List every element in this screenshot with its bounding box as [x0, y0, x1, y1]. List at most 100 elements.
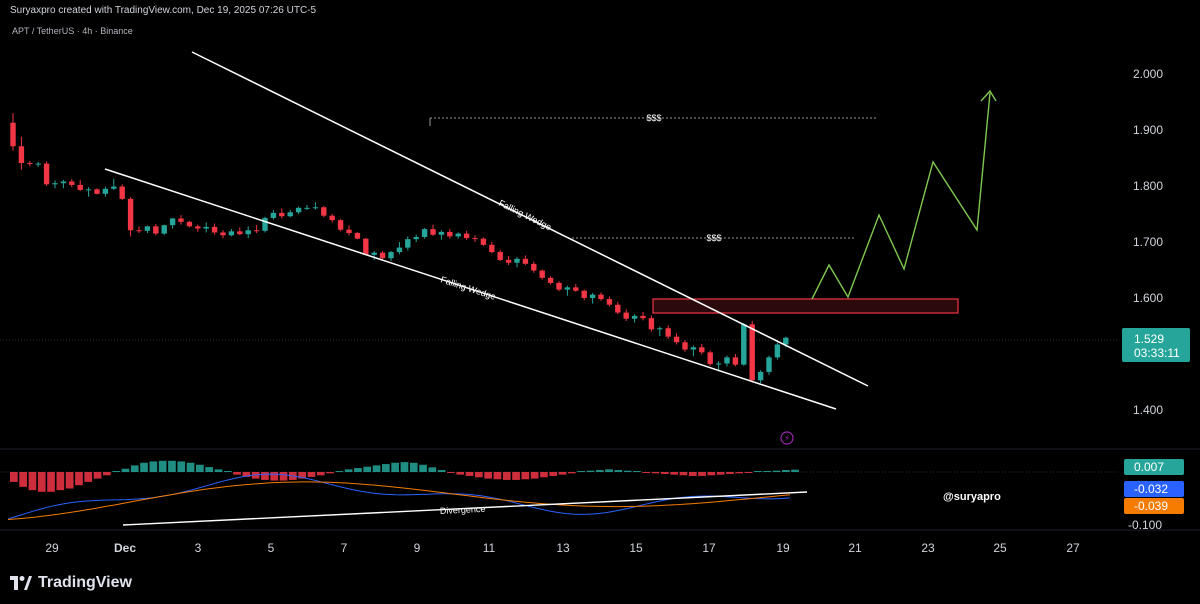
tradingview-logo-icon: [10, 576, 32, 590]
projection-arrowhead: [980, 89, 997, 102]
wedge-upper-label: Falling Wedge: [497, 198, 553, 232]
signal-value: -0.039: [1134, 499, 1168, 513]
candle-body: [287, 212, 293, 217]
candle-body: [203, 226, 209, 229]
histogram-bar: [614, 470, 623, 472]
wedge-upper-trendline[interactable]: [191, 51, 869, 387]
histogram-bar: [447, 472, 455, 473]
histogram-bar: [354, 468, 362, 472]
histogram-bar: [168, 460, 176, 472]
histogram-bar: [465, 472, 474, 476]
candle-body: [262, 217, 268, 231]
histogram-bar: [400, 462, 409, 472]
symbol-label[interactable]: APT / TetherUS · 4h · Binance: [12, 26, 133, 36]
histogram-bar: [670, 472, 678, 475]
price-chart[interactable]: Falling Wedge Falling Wedge $$$ $$$ ⚡ Di…: [0, 0, 1200, 562]
price-axis[interactable]: 2.000 1.900 1.800 1.700 1.600 1.400 -0.1…: [1128, 67, 1163, 532]
histogram-bar: [344, 469, 353, 472]
candle-body: [514, 258, 520, 263]
candle-body: [295, 207, 302, 213]
svg-text:⚡: ⚡: [784, 434, 790, 443]
candle-body: [581, 290, 587, 298]
histogram-bar: [279, 472, 288, 481]
candle-body: [556, 282, 562, 290]
time-tick: 21: [848, 541, 862, 555]
histogram-bar: [642, 472, 651, 473]
candle-body: [598, 294, 604, 300]
time-tick: 7: [341, 541, 348, 555]
candle-body: [430, 229, 436, 235]
histogram-bar: [586, 470, 595, 472]
histogram-bar: [419, 464, 427, 472]
candle-body: [363, 238, 369, 255]
projection-path[interactable]: [811, 92, 991, 300]
histogram-bar: [28, 472, 37, 491]
candle-body: [371, 252, 377, 255]
histogram-bar: [242, 472, 251, 477]
divergence-label: Divergence: [440, 504, 486, 516]
time-axis[interactable]: 29 Dec 3 5 7 9 11 13 15 17 19 21 23 25 27: [45, 541, 1080, 555]
histogram-bar: [37, 472, 46, 492]
histogram-bar: [716, 472, 725, 475]
last-price-badge[interactable]: 1.529 03:33:11: [1122, 328, 1190, 362]
last-price-value: 1.529: [1134, 332, 1164, 346]
histogram-bar: [549, 472, 558, 476]
histogram-bar: [409, 462, 418, 472]
macd-line: [7, 473, 791, 520]
candle-body: [564, 287, 571, 290]
candle-body: [178, 218, 184, 222]
price-tick: 1.400: [1133, 403, 1163, 417]
price-tick: 1.900: [1133, 123, 1163, 137]
histogram-bar: [316, 472, 325, 476]
candle-body: [10, 122, 16, 147]
candle-body: [321, 207, 327, 216]
candle-body: [522, 258, 529, 264]
candle-body: [237, 231, 243, 235]
wedge-lower-trendline[interactable]: [104, 168, 837, 410]
histogram-bar: [679, 472, 688, 476]
candle-body: [43, 163, 50, 185]
candle-body: [77, 184, 83, 190]
histogram-bar: [475, 472, 483, 478]
candle-body: [153, 226, 159, 234]
divergence-line[interactable]: [122, 491, 808, 526]
candle-body: [169, 218, 176, 226]
candle-body: [783, 337, 789, 345]
histogram-bar: [688, 472, 697, 476]
candle-body: [337, 220, 344, 230]
histogram-bar: [763, 471, 771, 472]
candle-body: [640, 315, 646, 319]
tradingview-brand: TradingView: [38, 574, 132, 591]
candle-body: [547, 277, 554, 283]
histogram-bar: [158, 460, 167, 472]
signal-value-badge: -0.039: [1124, 498, 1184, 514]
chart-credit: Suryaxpro created with TradingView.com, …: [10, 5, 317, 16]
candle-body: [589, 294, 596, 298]
histogram-bar: [363, 466, 372, 472]
candle-body: [228, 231, 235, 236]
resistance-zone[interactable]: [652, 298, 959, 314]
candle-body: [455, 233, 461, 237]
candles: [10, 113, 789, 384]
candle-body: [379, 252, 386, 259]
candle-body: [531, 263, 537, 271]
candle-body: [94, 189, 100, 194]
candle-body: [497, 252, 503, 260]
signal-line: [7, 481, 791, 520]
candle-body: [438, 231, 445, 235]
price-tick: 2.000: [1133, 67, 1163, 81]
histogram-bar: [735, 472, 744, 474]
candle-body: [615, 304, 621, 313]
time-tick: Dec: [114, 541, 136, 555]
histogram-bar: [205, 467, 213, 472]
histogram-bar: [75, 472, 83, 486]
wedge-lower-label: Falling Wedge: [439, 274, 497, 301]
candle-body: [463, 233, 470, 239]
histogram-bar: [10, 472, 18, 482]
tradingview-logo[interactable]: TradingView: [10, 574, 132, 592]
lightning-icon[interactable]: ⚡: [780, 431, 794, 445]
candle-body: [682, 342, 688, 350]
time-tick: 19: [776, 541, 790, 555]
candle-body: [346, 229, 352, 234]
candle-body: [690, 347, 697, 350]
